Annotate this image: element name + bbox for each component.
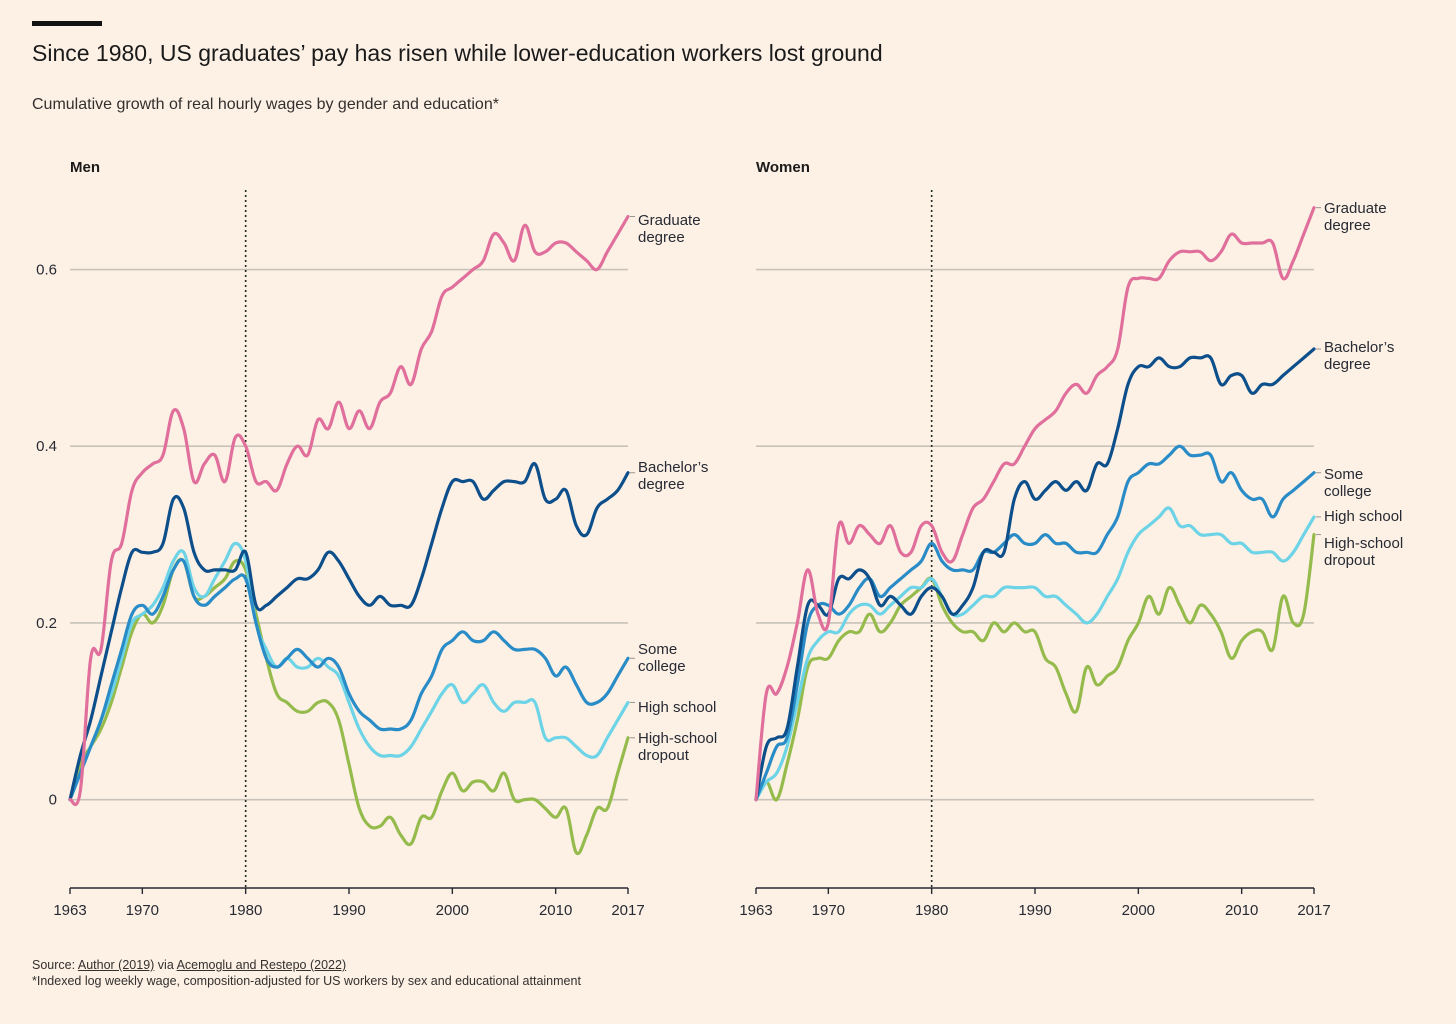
men-label-graduate-degree: degree xyxy=(638,229,685,246)
women-label-some-college: college xyxy=(1324,483,1372,500)
women-x-tick-label: 1980 xyxy=(915,902,948,919)
women-line-graduate-degree xyxy=(754,206,1316,802)
women-x-tick-label: 1963 xyxy=(739,902,772,919)
women-x-tick-label: 2017 xyxy=(1297,902,1330,919)
men-line-high-school-dropout xyxy=(68,557,630,856)
men-label-graduate-degree: Graduate xyxy=(638,212,701,229)
women-panel-title: Women xyxy=(756,159,810,176)
source-link-author[interactable]: Author (2019) xyxy=(77,958,155,972)
women-line-bachelor-s-degree xyxy=(754,347,1316,802)
men-x-tick-label: 2000 xyxy=(436,902,469,919)
men-label-high-school-dropout: dropout xyxy=(638,747,690,764)
men-label-some-college: college xyxy=(638,658,686,675)
men-y-tick-label: 0.4 xyxy=(36,438,57,455)
women-label-graduate-degree: degree xyxy=(1324,217,1371,234)
men-label-high-school-dropout: High-school xyxy=(638,730,717,747)
footnote: *Indexed log weekly wage, composition-ad… xyxy=(32,974,581,988)
women-label-bachelor-s-degree: Bachelor’s xyxy=(1324,339,1394,356)
women-x-tick-label: 2000 xyxy=(1122,902,1155,919)
source-link-acemoglu[interactable]: Acemoglu and Restepo (2022) xyxy=(176,958,347,972)
women-label-bachelor-s-degree: degree xyxy=(1324,356,1371,373)
chart-title: Since 1980, US graduates’ pay has risen … xyxy=(32,40,883,66)
men-y-tick-label: 0.6 xyxy=(36,262,57,279)
source-prefix: Source: xyxy=(32,958,78,972)
men-line-graduate-degree xyxy=(68,214,630,806)
men-label-high-school: High school xyxy=(638,699,716,716)
women-label-some-college: Some xyxy=(1324,466,1363,483)
header-rule xyxy=(32,21,102,26)
men-line-high-school xyxy=(68,541,630,802)
women-x-tick-label: 2010 xyxy=(1225,902,1258,919)
men-label-bachelor-s-degree: degree xyxy=(638,476,685,493)
women-line-some-college xyxy=(754,444,1316,802)
men-line-bachelor-s-degree xyxy=(68,462,630,802)
men-label-bachelor-s-degree: Bachelor’s xyxy=(638,459,708,476)
women-x-tick-label: 1990 xyxy=(1018,902,1051,919)
men-label-some-college: Some xyxy=(638,641,677,658)
source-via: via xyxy=(154,958,177,972)
women-label-high-school-dropout: High-school xyxy=(1324,535,1403,552)
men-y-tick-label: 0.2 xyxy=(36,615,57,632)
women-label-high-school-dropout: dropout xyxy=(1324,552,1376,569)
women-label-graduate-degree: Graduate xyxy=(1324,200,1387,217)
men-x-tick-label: 1980 xyxy=(229,902,262,919)
source-line: Source: Author (2019) via Acemoglu and R… xyxy=(32,957,581,973)
footer: Source: Author (2019) via Acemoglu and R… xyxy=(32,957,581,989)
men-x-tick-label: 1970 xyxy=(126,902,159,919)
women-x-tick-label: 1970 xyxy=(812,902,845,919)
men-x-tick-label: 2017 xyxy=(611,902,644,919)
women-line-high-school xyxy=(754,506,1316,802)
men-x-tick-label: 1990 xyxy=(332,902,365,919)
men-x-tick-label: 2010 xyxy=(539,902,572,919)
men-x-tick-label: 1963 xyxy=(53,902,86,919)
men-y-tick-label: 0 xyxy=(49,792,57,809)
chart-subtitle: Cumulative growth of real hourly wages b… xyxy=(32,96,499,113)
men-panel-title: Men xyxy=(70,159,100,176)
men-line-some-college xyxy=(68,557,630,802)
women-label-high-school: High school xyxy=(1324,508,1402,525)
women-line-high-school-dropout xyxy=(754,533,1316,802)
